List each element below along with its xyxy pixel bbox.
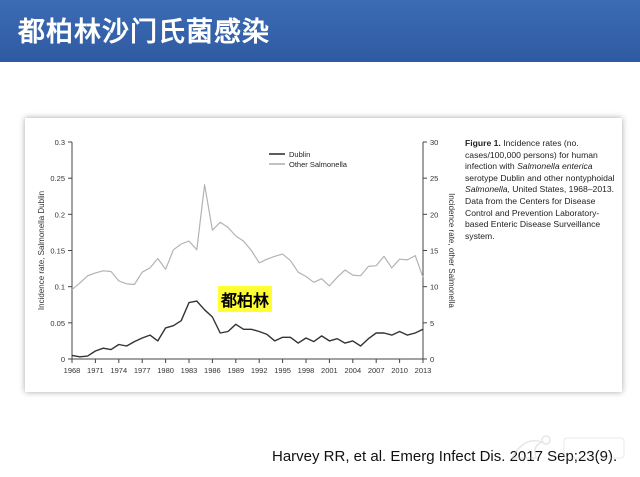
x-tick-label: 2001 — [321, 366, 338, 375]
caption-line-1: Incidence rates (no. cases/100,000 perso… — [465, 138, 598, 172]
y-left-tick-label: 0.25 — [50, 174, 65, 183]
x-tick-label: 1983 — [181, 366, 198, 375]
citation: Harvey RR, et al. Emerg Infect Dis. 2017… — [272, 448, 618, 465]
incidence-chart: 0 0.05 0.1 0.15 0.2 0.25 0.3 0 5 10 15 20 25 30 1968 19… — [37, 138, 456, 375]
x-tick-label: 1971 — [87, 366, 104, 375]
y-right-tick-label: 15 — [430, 247, 438, 256]
series-line-dublin — [71, 300, 424, 358]
y-right-tick-label: 20 — [430, 210, 438, 219]
x-tick-label: 2013 — [415, 366, 432, 375]
x-tick-label: 1992 — [251, 366, 268, 375]
x-tick-label: 2007 — [368, 366, 385, 375]
y-left-tick-label: 0.15 — [50, 247, 65, 256]
dublin-highlight-label: 都柏林 — [218, 286, 273, 312]
x-tick-label: 1989 — [227, 366, 244, 375]
x-tick-label: 1980 — [157, 366, 174, 375]
x-tick-label: 2004 — [344, 366, 361, 375]
caption-figure-label: Figure 1. — [465, 138, 501, 148]
x-tick-label: 2010 — [391, 366, 408, 375]
caption-line-2: serotype Dublin and other nontyphoidal — [465, 172, 615, 183]
y-left-tick-label: 0 — [61, 355, 65, 364]
y-left-tick-label: 0.05 — [50, 319, 65, 328]
y-left-tick-label: 0.2 — [55, 210, 65, 219]
x-tick-label: 1968 — [64, 366, 81, 375]
x-tick-label: 1998 — [298, 366, 315, 375]
watermark-logo-icon — [502, 428, 632, 468]
slide-title: 都柏林沙门氏菌感染 — [18, 17, 270, 48]
caption-data-note: Data from the Centers for Disease Contro… — [465, 195, 601, 241]
series-line-other-salmonella — [71, 184, 424, 291]
x-tick-label: 1974 — [110, 366, 127, 375]
y-right-tick-label: 25 — [430, 174, 438, 183]
legend-label: Other Salmonella — [289, 160, 348, 169]
y-right-tick-label: 0 — [430, 355, 434, 364]
y-right-tick-label: 10 — [430, 283, 438, 292]
figure-panel: 0 0.05 0.1 0.15 0.2 0.25 0.3 0 5 10 15 20 25 30 1968 19… — [25, 118, 622, 392]
caption-line-3: United States, 1968–2013. — [512, 184, 615, 195]
y-right-tick-label: 5 — [430, 319, 434, 328]
x-tick-label: 1977 — [134, 366, 151, 375]
y-left-tick-label: 0.3 — [55, 138, 65, 147]
y-right-axis-label: Incidence rate, other Salmonella — [447, 193, 456, 308]
legend-label: Dublin — [289, 150, 310, 159]
caption-italic-1: Salmonella enterica — [517, 161, 593, 172]
x-tick-label: 1995 — [274, 366, 291, 375]
figure-caption: Figure 1. Incidence rates (no. cases/100… — [465, 138, 617, 242]
title-bar: 都柏林沙门氏菌感染 — [0, 0, 640, 62]
y-left-axis-label: Incidence rate, Salmonella Dublin — [37, 191, 46, 310]
caption-italic-2: Salmonella, — [465, 184, 510, 195]
y-left-tick-label: 0.1 — [55, 283, 65, 292]
x-tick-label: 1986 — [204, 366, 221, 375]
y-right-tick-label: 30 — [430, 138, 438, 147]
